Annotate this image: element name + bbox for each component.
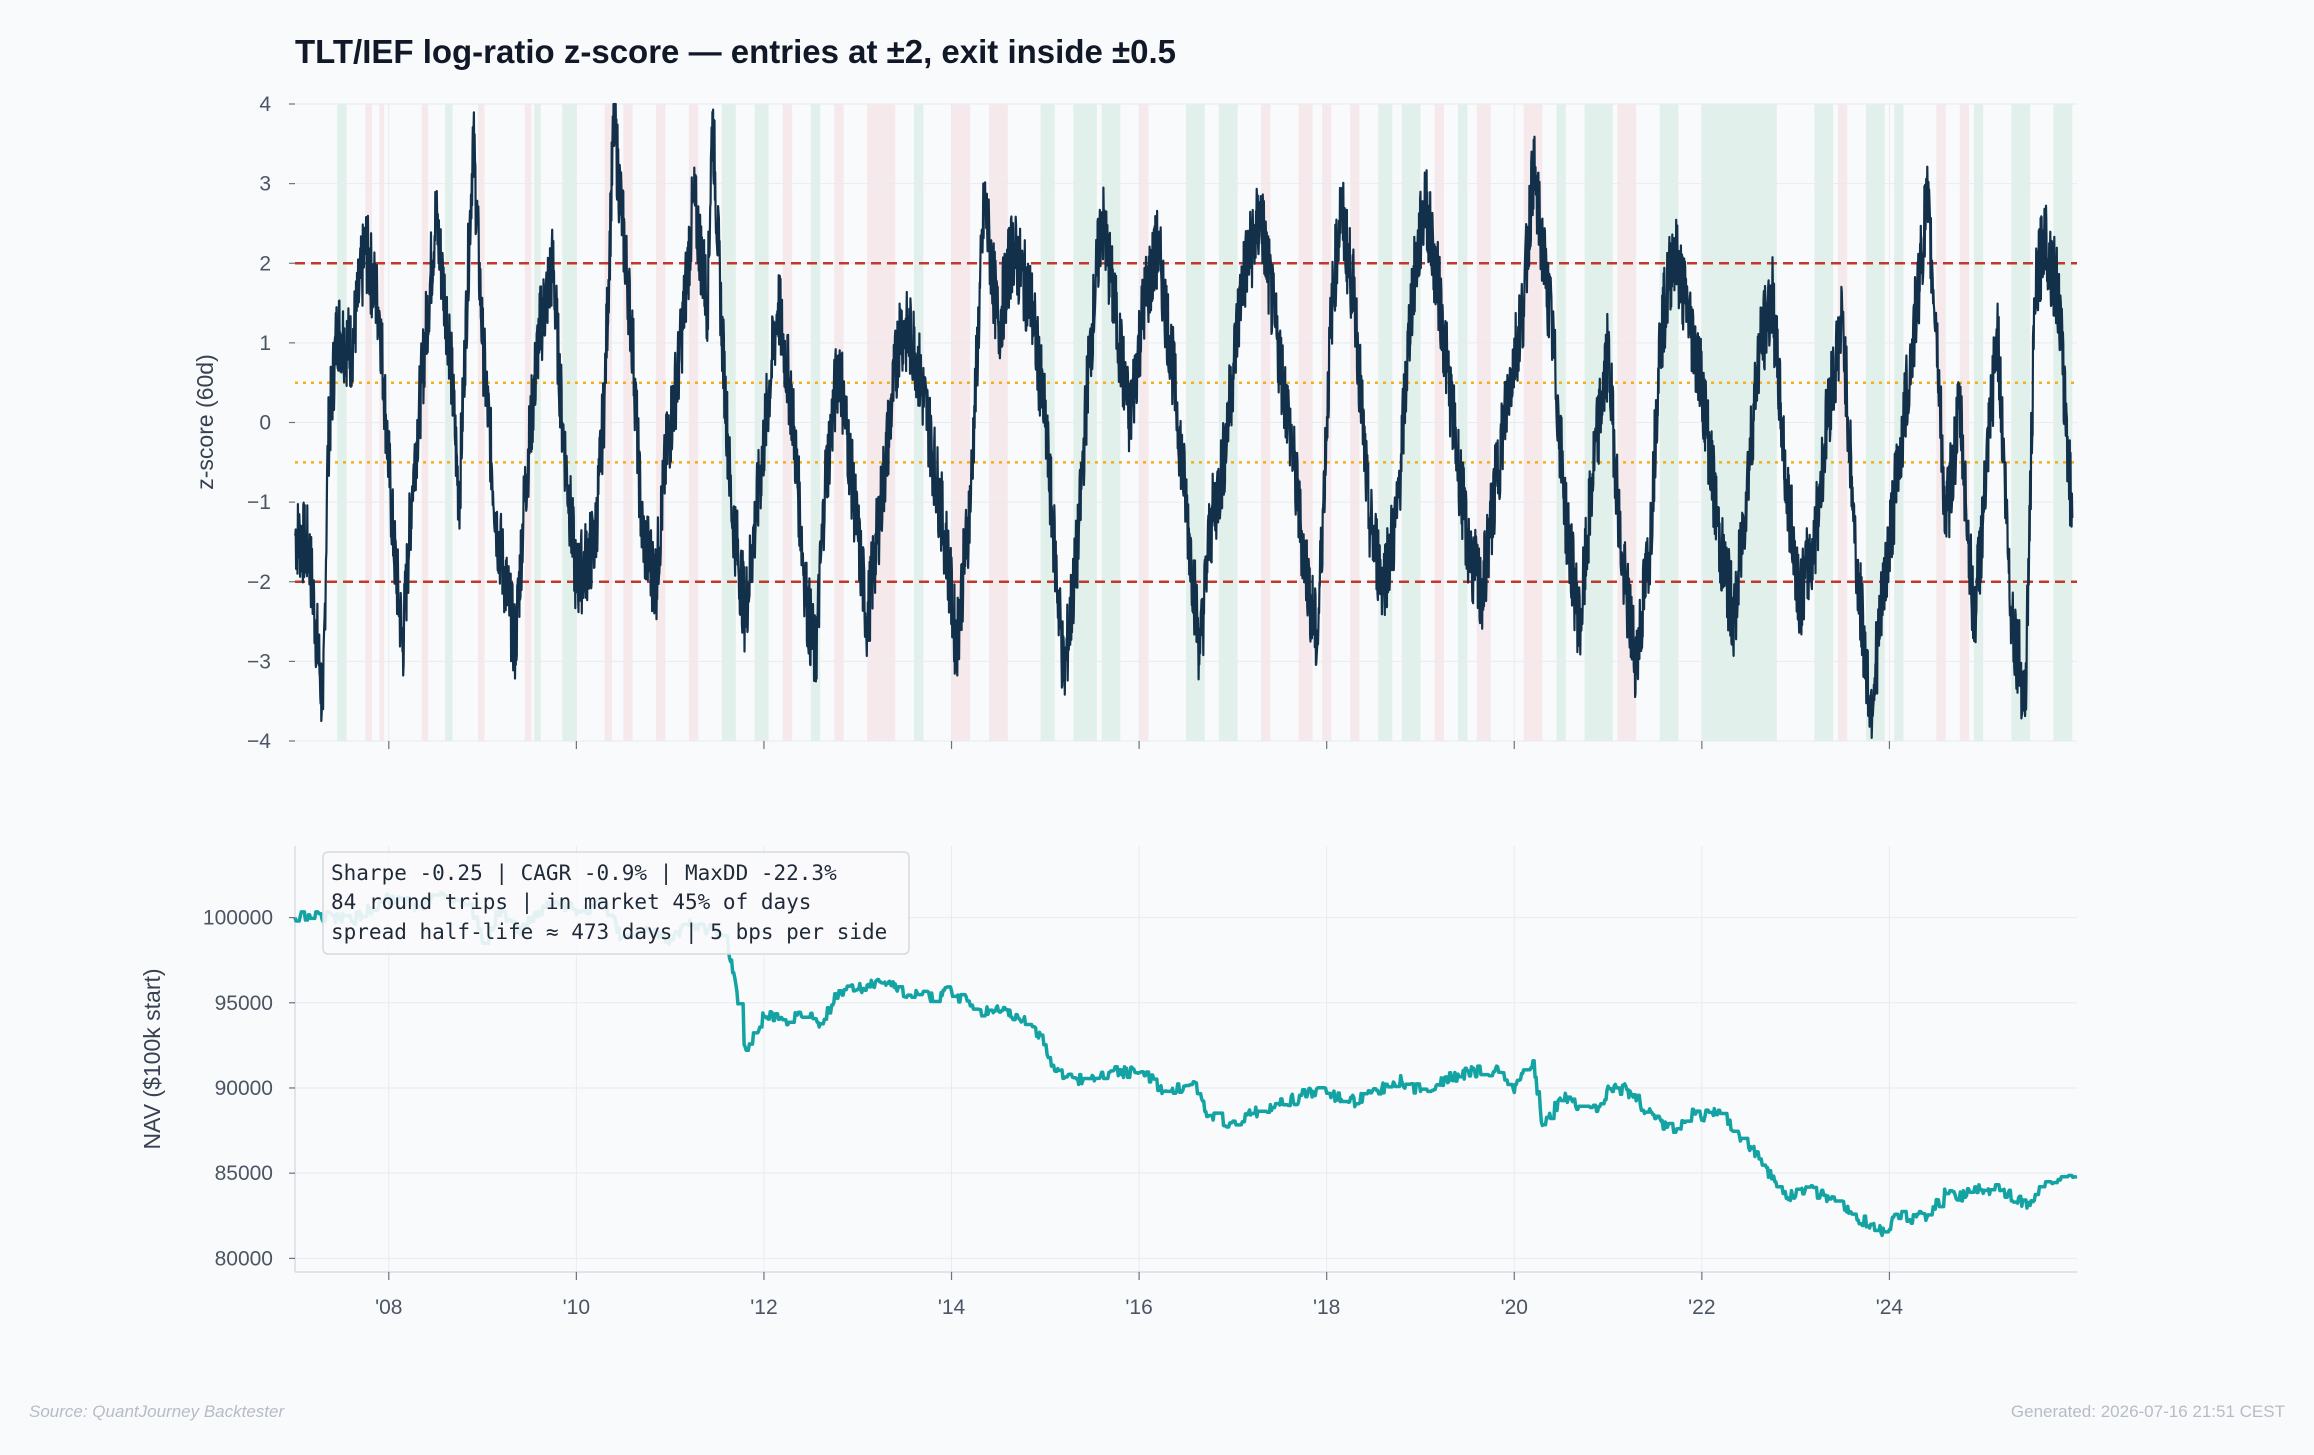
zscore-y-tick-label: −1	[247, 491, 271, 514]
chart-title: TLT/IEF log-ratio z-score — entries at ±…	[295, 33, 1176, 70]
nav-x-tick-label: '22	[1688, 1296, 1715, 1319]
zscore-y-tick-label: 2	[259, 252, 271, 275]
stats-box-frame	[322, 851, 910, 955]
source-note: Source: QuantJourney Backtester	[29, 1402, 285, 1421]
zscore-y-tick-label: 0	[259, 412, 271, 435]
nav-x-tick-label: '14	[938, 1296, 966, 1319]
zscore-y-ticks: 4 3 2 1 0 −1 −2 −3 −4	[247, 93, 295, 753]
nav-y-tick-label: 80000	[215, 1247, 273, 1270]
nav-x-tick-label: '12	[750, 1296, 777, 1319]
stats-line-3: spread half-life ≈ 473 days | 5 bps per …	[331, 920, 887, 945]
nav-y-tick-label: 85000	[215, 1162, 273, 1185]
zscore-line	[293, 102, 2074, 740]
zscore-series	[293, 102, 2074, 740]
zscore-y-tick-label: 1	[259, 332, 271, 355]
stats-box: Sharpe -0.25 | CAGR -0.9% | MaxDD -22.3%…	[322, 851, 910, 955]
zscore-y-axis-label: z-score (60d)	[192, 354, 218, 489]
nav-x-tick-label: '20	[1501, 1296, 1528, 1319]
nav-x-tick-label: '16	[1125, 1296, 1152, 1319]
stats-line-2: 84 round trips | in market 45% of days	[331, 890, 811, 915]
nav-y-tick-label: 90000	[215, 1077, 273, 1100]
stats-line-1: Sharpe -0.25 | CAGR -0.9% | MaxDD -22.3%	[331, 861, 837, 886]
zscore-y-tick-label: −2	[247, 571, 271, 594]
nav-x-tick-label: '10	[563, 1296, 590, 1319]
nav-y-tick-label: 95000	[215, 992, 273, 1015]
zscore-y-tick-label: −3	[247, 650, 271, 673]
nav-x-ticks: '08 '10 '12 '14 '16 '18 '20 '22 '24	[375, 1272, 1903, 1319]
zscore-x-tick-marks	[388, 741, 1891, 749]
nav-grid	[294, 846, 2077, 1273]
zscore-y-tick-label: 4	[259, 93, 271, 116]
zscore-y-tick-label: −4	[247, 730, 271, 753]
nav-y-tick-label: 100000	[203, 907, 273, 930]
nav-y-ticks: 100000 95000 90000 85000 80000	[203, 907, 295, 1270]
generated-timestamp: Generated: 2026-07-16 21:51 CEST	[2010, 1402, 2285, 1421]
nav-x-tick-label: '24	[1876, 1296, 1904, 1319]
nav-y-axis-label: NAV ($100k start)	[139, 968, 165, 1149]
zscore-y-tick-label: 3	[259, 173, 271, 196]
zscore-panel: 4 3 2 1 0 −1 −2 −3 −4 z-score (60d)	[192, 93, 2077, 753]
nav-x-tick-label: '08	[375, 1296, 402, 1319]
nav-x-tick-label: '18	[1313, 1296, 1340, 1319]
